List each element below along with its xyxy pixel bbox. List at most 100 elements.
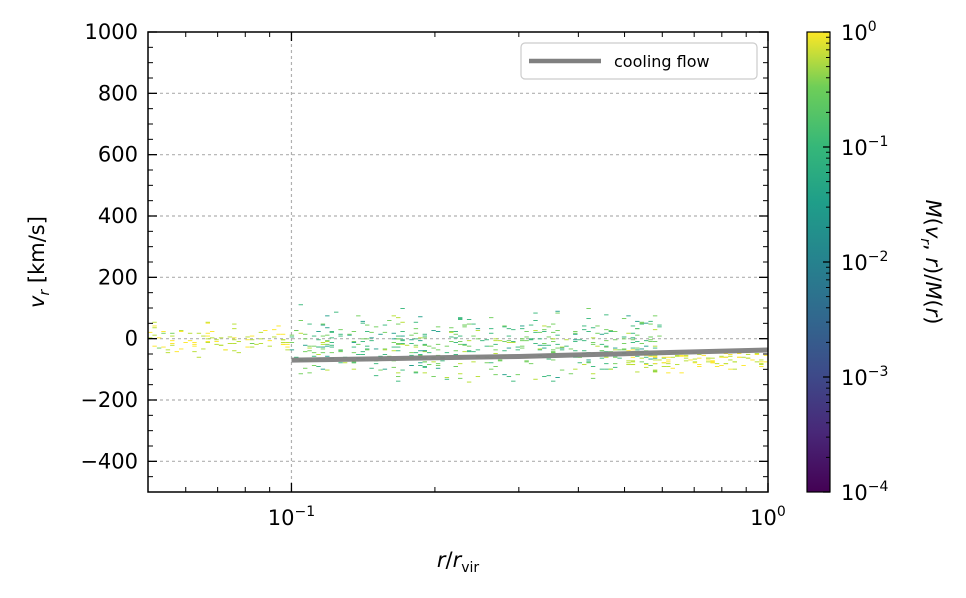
- heatmap-cell: [657, 324, 662, 326]
- heatmap-cell: [422, 333, 427, 335]
- heatmap-cell: [422, 372, 427, 374]
- heatmap-cell: [604, 363, 609, 365]
- heatmap-cell: [307, 347, 312, 349]
- heatmap-cell: [307, 345, 312, 347]
- heatmap-cell: [396, 372, 401, 374]
- heatmap-cell: [418, 350, 423, 352]
- heatmap-cell: [413, 332, 419, 334]
- heatmap-cell: [626, 350, 631, 352]
- heatmap-cell: [471, 323, 476, 325]
- heatmap-cell: [639, 321, 644, 323]
- heatmap-cell: [444, 377, 450, 378]
- heatmap-cell: [289, 349, 295, 351]
- heatmap-cell: [590, 337, 596, 339]
- heatmap-cell: [497, 360, 503, 362]
- heatmap-cell: [555, 347, 560, 349]
- heatmap-cell: [325, 345, 330, 347]
- heatmap-cell: [396, 338, 401, 340]
- heatmap-cell: [369, 340, 374, 342]
- y-tick-label: 800: [98, 81, 138, 105]
- heatmap-cell: [307, 323, 312, 325]
- heatmap-cell: [573, 341, 578, 343]
- heatmap-cell: [679, 372, 684, 374]
- heatmap-cell: [435, 363, 441, 365]
- heatmap-cell: [329, 342, 334, 343]
- heatmap-cell: [232, 343, 237, 344]
- heatmap-cell: [409, 339, 414, 341]
- heatmap-cell: [497, 340, 503, 342]
- y-tick-label: 400: [98, 204, 138, 228]
- heatmap-cell: [652, 363, 658, 365]
- heatmap-cell: [489, 332, 494, 334]
- heatmap-cell: [431, 330, 436, 332]
- heatmap-cell: [737, 353, 742, 355]
- heatmap-cell: [524, 361, 529, 363]
- heatmap-cell: [152, 327, 157, 329]
- heatmap-cell: [613, 366, 618, 368]
- heatmap-cell: [621, 343, 627, 344]
- heatmap-cell: [373, 375, 379, 377]
- heatmap-cell: [551, 341, 556, 343]
- heatmap-cell: [272, 336, 277, 338]
- heatmap-cell: [586, 318, 591, 320]
- heatmap-cell: [723, 363, 729, 365]
- heatmap-cell: [396, 323, 401, 325]
- heatmap-cell: [152, 325, 157, 327]
- heatmap-cell: [466, 381, 472, 383]
- heatmap-cell: [639, 348, 644, 350]
- heatmap-cell: [635, 334, 640, 336]
- heatmap-cell: [360, 341, 365, 343]
- heatmap-cell: [462, 326, 467, 328]
- heatmap-cell: [351, 361, 357, 363]
- heatmap-cell: [320, 335, 326, 337]
- heatmap-cell: [245, 346, 250, 348]
- heatmap-cell: [515, 346, 520, 348]
- grid-lines: [148, 32, 768, 492]
- heatmap-cell: [750, 359, 755, 361]
- heatmap-cell: [413, 372, 419, 374]
- heatmap-cell: [555, 312, 560, 314]
- heatmap-cell: [396, 380, 401, 382]
- heatmap-cell: [652, 357, 658, 359]
- heatmap-cell: [236, 341, 241, 343]
- x-tick-label: 10−1: [268, 504, 315, 530]
- heatmap-cell: [196, 332, 202, 334]
- heatmap-cell: [325, 341, 330, 343]
- heatmap-cell: [396, 346, 401, 348]
- heatmap-cell: [382, 368, 388, 370]
- heatmap-cell: [458, 377, 463, 379]
- heatmap-cell: [307, 372, 312, 374]
- heatmap-cell: [373, 363, 379, 365]
- axis-ticks: [147, 31, 769, 493]
- colorbar-tick-label: 10−3: [841, 364, 888, 390]
- heatmap-cell: [205, 341, 210, 343]
- heatmap-cell: [320, 324, 326, 326]
- x-tick-label: 100: [750, 504, 786, 530]
- heatmap-cell: [617, 357, 622, 359]
- heatmap-cell: [404, 344, 410, 346]
- heatmap-cell: [365, 349, 370, 351]
- heatmap-cell: [351, 331, 357, 332]
- heatmap-cell: [621, 318, 627, 320]
- heatmap-cell: [369, 331, 374, 333]
- heatmap-cell: [382, 324, 388, 326]
- heatmap-cell: [338, 351, 343, 353]
- heatmap-cell: [431, 376, 436, 378]
- heatmap-cell: [520, 325, 525, 327]
- heatmap-cell: [427, 345, 432, 347]
- heatmap-cell: [657, 335, 662, 337]
- colorbar-tick-label: 10−4: [841, 479, 888, 505]
- heatmap-cell: [285, 343, 290, 345]
- heatmap-cell: [435, 349, 441, 351]
- heatmap-cell: [170, 335, 175, 337]
- heatmap-cell: [617, 349, 622, 351]
- heatmap-cell: [542, 343, 547, 344]
- heatmap-cell: [728, 368, 733, 370]
- heatmap-cell: [232, 339, 237, 341]
- heatmap-cells: [148, 304, 768, 383]
- heatmap-cell: [582, 340, 587, 342]
- heatmap-cell: [520, 340, 525, 342]
- heatmap-cell: [148, 331, 153, 333]
- heatmap-cell: [205, 335, 210, 337]
- heatmap-cell: [559, 349, 565, 351]
